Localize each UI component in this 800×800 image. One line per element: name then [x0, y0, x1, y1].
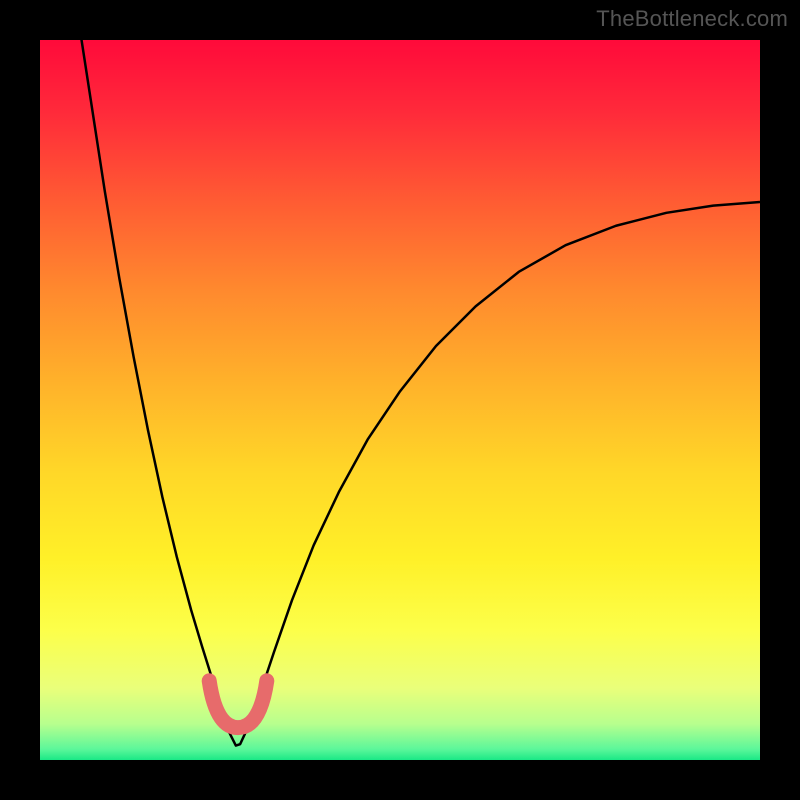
chart-svg: [0, 0, 800, 800]
chart-stage: TheBottleneck.com: [0, 0, 800, 800]
plot-area: [40, 40, 760, 760]
